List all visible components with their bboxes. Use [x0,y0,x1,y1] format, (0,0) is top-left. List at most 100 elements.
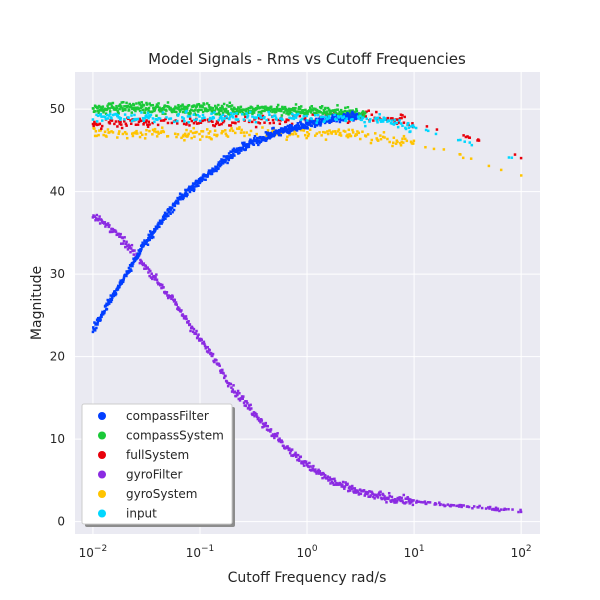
data-point [215,106,219,109]
data-point [461,156,465,160]
data-point [324,138,328,141]
data-point [278,122,282,125]
data-point [457,505,461,508]
data-point [186,193,189,196]
data-point [327,478,331,482]
data-point [346,135,350,139]
data-point [96,323,99,326]
data-point [359,137,362,141]
data-point [122,242,125,245]
data-point [238,151,241,154]
data-point [217,118,220,122]
data-point [301,110,305,114]
data-point [163,290,167,294]
x-tick-label: 10−2 [79,544,108,560]
data-point [383,136,386,139]
data-point [288,131,291,135]
data-point [345,110,349,113]
data-point [279,130,282,133]
data-point [137,254,140,258]
data-point [354,110,357,114]
data-point [93,127,96,130]
data-point [206,174,210,177]
data-point [356,490,360,494]
data-point [291,132,295,136]
data-point [286,445,289,448]
data-point [251,107,255,111]
data-point [353,134,357,138]
data-point [94,110,97,113]
data-point [401,124,404,128]
data-point [309,111,313,114]
data-point [309,120,312,123]
data-point [188,115,192,118]
data-point [165,116,168,119]
data-point [267,110,270,114]
data-point [334,483,337,486]
data-point [372,119,375,122]
data-point [245,131,248,134]
data-point [252,140,255,143]
data-point [297,107,300,111]
data-point [95,326,98,330]
data-point [195,105,199,108]
data-point [288,451,292,455]
data-point [105,307,109,311]
data-point [364,492,367,496]
data-point [376,139,380,142]
series-gyroSystem [92,124,523,177]
data-point [196,103,199,106]
data-point [102,133,105,137]
data-point [216,108,220,111]
data-point [198,108,201,112]
data-point [394,121,397,125]
data-point [324,131,327,134]
data-point [184,317,187,320]
data-point [147,268,151,271]
data-point [221,162,225,165]
data-point [306,119,309,122]
data-point [301,462,305,465]
data-point [204,178,207,181]
data-point [374,116,378,120]
data-point [255,413,258,416]
data-point [93,321,96,324]
data-point [206,172,210,176]
data-point [393,118,396,122]
data-point [187,120,190,124]
data-point [351,131,355,134]
data-point [95,213,99,217]
data-point [242,113,246,116]
data-point [347,128,351,132]
data-point [259,116,263,119]
data-point [231,116,235,119]
data-point [158,117,162,120]
data-point [250,120,254,124]
data-point [104,117,108,121]
data-point [268,121,272,125]
data-point [282,129,286,133]
data-point [435,128,439,131]
data-point [183,315,186,319]
data-point [173,298,177,302]
data-point [425,125,429,128]
data-point [119,279,122,282]
data-point [113,122,116,126]
data-point [232,110,235,113]
data-point [415,501,418,504]
data-point [171,109,174,113]
data-point [188,117,192,120]
data-point [404,127,408,131]
data-point [139,131,143,134]
data-point [203,109,207,112]
data-point [294,455,298,459]
data-point [378,113,381,116]
data-point [208,118,211,122]
data-point [257,121,260,124]
data-point [234,121,237,125]
data-point [217,103,220,107]
data-point [213,124,216,128]
data-point [181,313,184,316]
data-point [305,125,309,128]
data-point [228,113,231,116]
